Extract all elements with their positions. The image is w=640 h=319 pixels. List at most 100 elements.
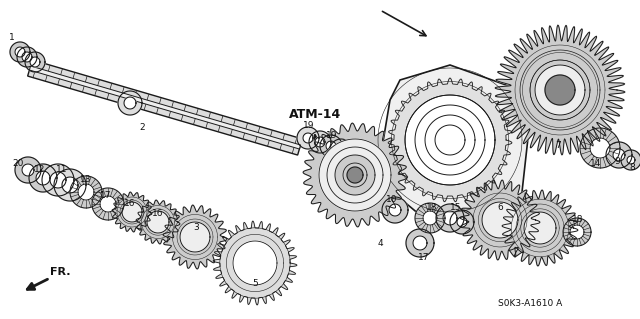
Polygon shape — [382, 197, 408, 223]
Text: 2: 2 — [139, 123, 145, 132]
Polygon shape — [319, 139, 391, 211]
Text: 16: 16 — [124, 199, 136, 209]
Polygon shape — [147, 211, 169, 233]
Polygon shape — [389, 204, 401, 216]
Polygon shape — [627, 156, 635, 164]
Polygon shape — [180, 222, 210, 252]
Polygon shape — [315, 137, 325, 147]
Polygon shape — [112, 192, 152, 232]
Polygon shape — [443, 211, 457, 225]
Polygon shape — [590, 138, 610, 158]
Polygon shape — [413, 236, 427, 250]
Text: S0K3-A1610 A: S0K3-A1610 A — [498, 300, 562, 308]
Polygon shape — [435, 125, 465, 155]
Polygon shape — [495, 25, 625, 155]
Polygon shape — [15, 47, 25, 57]
Polygon shape — [29, 164, 57, 192]
Text: 19: 19 — [303, 122, 315, 130]
Polygon shape — [303, 123, 407, 227]
Polygon shape — [327, 147, 383, 203]
Text: 5: 5 — [252, 278, 258, 287]
Text: FR.: FR. — [50, 267, 70, 277]
Text: 18: 18 — [426, 203, 438, 211]
Polygon shape — [406, 229, 434, 257]
Polygon shape — [336, 145, 346, 155]
Polygon shape — [122, 202, 142, 222]
Polygon shape — [415, 105, 485, 175]
Text: 18: 18 — [572, 216, 584, 225]
Polygon shape — [62, 177, 78, 193]
Polygon shape — [78, 184, 94, 200]
Text: 16: 16 — [152, 210, 164, 219]
Polygon shape — [118, 91, 142, 115]
Polygon shape — [29, 66, 301, 149]
Text: 13: 13 — [80, 175, 92, 184]
Polygon shape — [415, 203, 445, 233]
Polygon shape — [303, 133, 313, 143]
Polygon shape — [92, 188, 124, 220]
Polygon shape — [606, 142, 632, 168]
Polygon shape — [100, 196, 116, 212]
Text: 19: 19 — [326, 130, 338, 139]
Text: 17: 17 — [100, 190, 112, 199]
Text: 17: 17 — [419, 253, 429, 262]
Polygon shape — [524, 212, 556, 244]
Text: 3: 3 — [193, 224, 199, 233]
Polygon shape — [380, 65, 530, 220]
Polygon shape — [347, 167, 363, 183]
Text: 14: 14 — [590, 160, 602, 168]
Polygon shape — [450, 210, 474, 234]
Text: 11: 11 — [56, 166, 68, 174]
Text: 20: 20 — [12, 160, 24, 168]
Text: 6: 6 — [497, 204, 503, 212]
Polygon shape — [70, 176, 102, 208]
Polygon shape — [163, 205, 227, 269]
Polygon shape — [25, 52, 45, 72]
Text: 10: 10 — [387, 196, 397, 204]
Polygon shape — [330, 139, 352, 161]
Polygon shape — [580, 128, 620, 168]
Text: ATM-14: ATM-14 — [289, 108, 341, 122]
Polygon shape — [54, 169, 86, 201]
Polygon shape — [405, 95, 495, 185]
Polygon shape — [10, 42, 30, 62]
Polygon shape — [297, 127, 319, 149]
Text: 1: 1 — [9, 33, 15, 42]
Polygon shape — [22, 164, 34, 176]
Polygon shape — [22, 52, 32, 62]
Polygon shape — [309, 131, 331, 153]
Polygon shape — [124, 97, 136, 109]
Polygon shape — [457, 217, 467, 227]
Text: 12: 12 — [35, 166, 45, 174]
Polygon shape — [42, 164, 74, 196]
Polygon shape — [30, 57, 40, 67]
Polygon shape — [335, 155, 375, 195]
Polygon shape — [570, 225, 584, 239]
Polygon shape — [136, 200, 180, 244]
Polygon shape — [425, 115, 475, 165]
Polygon shape — [15, 157, 41, 183]
Polygon shape — [405, 95, 495, 185]
Text: 8: 8 — [629, 164, 635, 173]
Polygon shape — [482, 202, 518, 238]
Polygon shape — [563, 218, 591, 246]
Polygon shape — [613, 149, 625, 161]
Polygon shape — [502, 190, 578, 266]
Polygon shape — [233, 241, 277, 285]
Polygon shape — [213, 221, 297, 305]
Polygon shape — [17, 47, 37, 67]
Polygon shape — [326, 141, 336, 151]
Text: 15: 15 — [451, 204, 461, 212]
Text: 4: 4 — [377, 239, 383, 248]
Polygon shape — [621, 150, 640, 170]
Text: 9: 9 — [614, 158, 620, 167]
Polygon shape — [36, 171, 50, 185]
Polygon shape — [28, 60, 302, 155]
Polygon shape — [388, 78, 512, 202]
Polygon shape — [423, 211, 437, 225]
Polygon shape — [545, 75, 575, 105]
Polygon shape — [343, 163, 367, 187]
Polygon shape — [320, 135, 342, 157]
Polygon shape — [50, 172, 66, 188]
Polygon shape — [460, 180, 540, 260]
